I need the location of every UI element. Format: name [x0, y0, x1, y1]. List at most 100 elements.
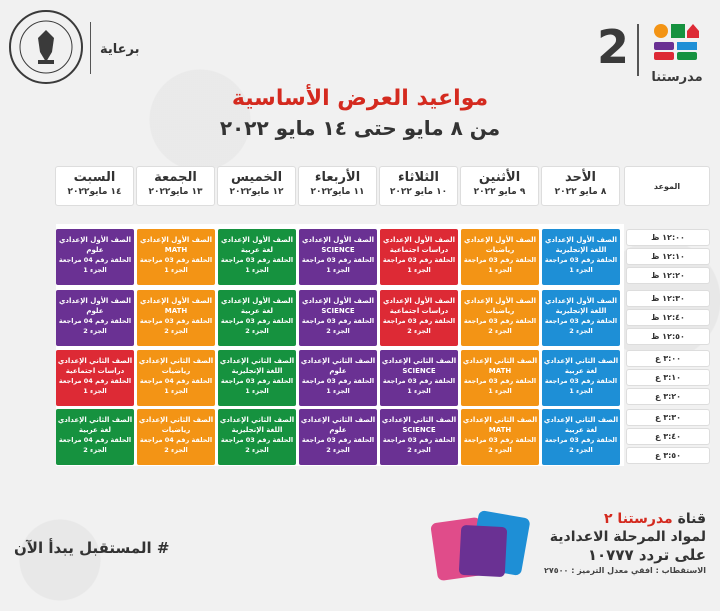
day-name: الخميس	[230, 170, 283, 185]
program-episode: الحلقة رقم 04 مراجعة	[58, 317, 132, 325]
program-part: الجزء 2	[83, 446, 107, 454]
program-episode: الحلقة رقم 04 مراجعة	[58, 436, 132, 444]
program-part: الجزء 1	[326, 387, 350, 395]
program-subject: MATH	[164, 246, 188, 254]
program-grade: الصف الثاني الإعدادي	[57, 416, 133, 424]
program-cell: الصف الأول الإعدادي اللغة الإنجليزية الحلق…	[542, 229, 620, 285]
program-grade: الصف الأول الإعدادي	[220, 236, 294, 244]
program-grade: الصف الأول الإعدادي	[544, 236, 618, 244]
program-cell: الصف الأول الإعدادي دراسات اجتماعية الحلقة…	[380, 290, 458, 346]
time-slot: ١٢:٠٠ ظ	[626, 229, 710, 246]
program-subject: MATH	[488, 367, 512, 375]
program-grade: الصف الأول الإعدادي	[463, 236, 537, 244]
program-subject: دراسات اجتماعية	[389, 307, 449, 315]
program-grade: الصف الأول الإعدادي	[544, 297, 618, 305]
program-subject: SCIENCE	[321, 246, 355, 254]
program-episode: الحلقة رقم 03 مراجعة	[139, 317, 213, 325]
program-part: الجزء 1	[245, 387, 269, 395]
ministry-seal-logo	[8, 4, 84, 90]
day-header: الخميس ١٢ مايو٢٠٢٢	[217, 166, 296, 206]
program-episode: الحلقة رقم 03 مراجعة	[301, 436, 375, 444]
program-episode: الحلقة رقم 03 مراجعة	[301, 317, 375, 325]
program-episode: الحلقة رقم 03 مراجعة	[382, 256, 456, 264]
program-subject: اللغة الإنجليزية	[555, 307, 607, 315]
program-subject: SCIENCE	[402, 426, 436, 434]
program-episode: الحلقة رقم 04 مراجعة	[58, 256, 132, 264]
program-grade: الصف الأول الإعدادي	[58, 236, 132, 244]
program-cell: الصف الأول الإعدادي رياضيات الحلقة رقم 03 …	[461, 229, 539, 285]
program-subject: رياضيات	[485, 307, 515, 315]
program-episode: الحلقة رقم 04 مراجعة	[139, 436, 213, 444]
program-grade: الصف الثاني الإعدادي	[381, 416, 457, 424]
program-episode: الحلقة رقم 04 مراجعة	[139, 377, 213, 385]
program-part: الجزء 2	[407, 446, 431, 454]
program-cell: الصف الثاني الإعدادي رياضيات الحلقة رقم 04…	[137, 409, 215, 465]
program-grade: الصف الثاني الإعدادي	[543, 416, 619, 424]
program-episode: الحلقة رقم 03 مراجعة	[544, 256, 618, 264]
program-part: الجزء 1	[164, 387, 188, 395]
program-part: الجزء 2	[569, 327, 593, 335]
program-part: الجزء 1	[83, 266, 107, 274]
program-part: الجزء 2	[326, 446, 350, 454]
program-subject: علوم	[86, 246, 104, 254]
program-episode: الحلقة رقم 03 مراجعة	[139, 256, 213, 264]
program-subject: MATH	[488, 426, 512, 434]
program-cell: الصف الثاني الإعدادي علوم الحلقة رقم 03 مر…	[299, 350, 377, 406]
program-cell: الصف الثاني الإعدادي لغة عربية الحلقة رقم …	[542, 409, 620, 465]
day-date: ١٠ مايو ٢٠٢٢	[389, 187, 448, 197]
program-grade: الصف الأول الإعدادي	[463, 297, 537, 305]
program-part: الجزء 1	[164, 266, 188, 274]
program-subject: لغة عربية	[240, 246, 274, 254]
program-cell: الصف الأول الإعدادي اللغة الإنجليزية الحلق…	[542, 290, 620, 346]
program-subject: اللغة الإنجليزية	[555, 246, 607, 254]
channel-prefix: قناة	[677, 511, 706, 527]
program-episode: الحلقة رقم 03 مراجعة	[544, 377, 618, 385]
program-part: الجزء 1	[569, 266, 593, 274]
program-episode: الحلقة رقم 03 مراجعة	[220, 317, 294, 325]
program-cell: الصف الثاني الإعدادي رياضيات الحلقة رقم 04…	[137, 350, 215, 406]
time-slot: ١٢:٢٠ ظ	[626, 267, 710, 284]
page-subtitle: من ٨ مايو حتى ١٤ مايو ٢٠٢٢	[219, 116, 501, 140]
logo-number: 2	[597, 20, 630, 74]
program-cell: الصف الثاني الإعدادي لغة عربية الحلقة رقم …	[542, 350, 620, 406]
day-date: ١٣ مايو٢٠٢٢	[148, 187, 203, 197]
day-header: الأربعاء ١١ مايو٢٠٢٢	[298, 166, 377, 206]
program-grade: الصف الأول الإعدادي	[301, 236, 375, 244]
program-subject: لغة عربية	[564, 426, 598, 434]
program-episode: الحلقة رقم 03 مراجعة	[220, 377, 294, 385]
program-episode: الحلقة رقم 04 مراجعة	[58, 377, 132, 385]
program-part: الجزء 2	[488, 327, 512, 335]
program-subject: لغة عربية	[240, 307, 274, 315]
program-cell: الصف الأول الإعدادي علوم الحلقة رقم 04 مرا…	[56, 229, 134, 285]
day-header: الأحد ٨ مايو ٢٠٢٢	[541, 166, 620, 206]
program-part: الجزء 2	[245, 446, 269, 454]
sponsor-label: برعاية	[100, 42, 140, 57]
program-subject: علوم	[86, 307, 104, 315]
program-episode: الحلقة رقم 03 مراجعة	[382, 436, 456, 444]
program-cell: الصف الأول الإعدادي SCIENCE الحلقة رقم 03 …	[299, 290, 377, 346]
program-episode: الحلقة رقم 03 مراجعة	[463, 256, 537, 264]
program-cell: الصف الأول الإعدادي دراسات اجتماعية الحلقة…	[380, 229, 458, 285]
time-slot: ٣:٢٠ ع	[626, 388, 710, 405]
program-grade: الصف الثاني الإعدادي	[462, 357, 538, 365]
program-episode: الحلقة رقم 03 مراجعة	[301, 256, 375, 264]
program-grade: الصف الثاني الإعدادي	[138, 416, 214, 424]
program-grade: الصف الأول الإعدادي	[58, 297, 132, 305]
page-title: مواعيد العرض الأساسية	[231, 86, 489, 111]
day-header: الأثنين ٩ مايو ٢٠٢٢	[460, 166, 539, 206]
day-date: ١٢ مايو٢٠٢٢	[229, 187, 284, 197]
day-name: الأثنين	[478, 170, 521, 185]
program-cell: الصف الأول الإعدادي SCIENCE الحلقة رقم 03 …	[299, 229, 377, 285]
program-grade: الصف الأول الإعدادي	[139, 236, 213, 244]
time-slot: ٣:٥٠ ع	[626, 447, 710, 464]
channel-info: قناة مدرستنا ٢ لمواد المرحلة الاعدادية ع…	[506, 511, 706, 575]
logo-blocks-icon	[654, 24, 699, 60]
program-part: الجزء 2	[245, 327, 269, 335]
program-grade: الصف الثاني الإعدادي	[543, 357, 619, 365]
program-episode: الحلقة رقم 03 مراجعة	[463, 377, 537, 385]
logo-text: مدرستنا	[651, 70, 703, 85]
program-grade: الصف الثاني الإعدادي	[219, 416, 295, 424]
program-subject: رياضيات	[161, 426, 191, 434]
program-episode: الحلقة رقم 03 مراجعة	[463, 436, 537, 444]
program-subject: لغة عربية	[78, 426, 112, 434]
